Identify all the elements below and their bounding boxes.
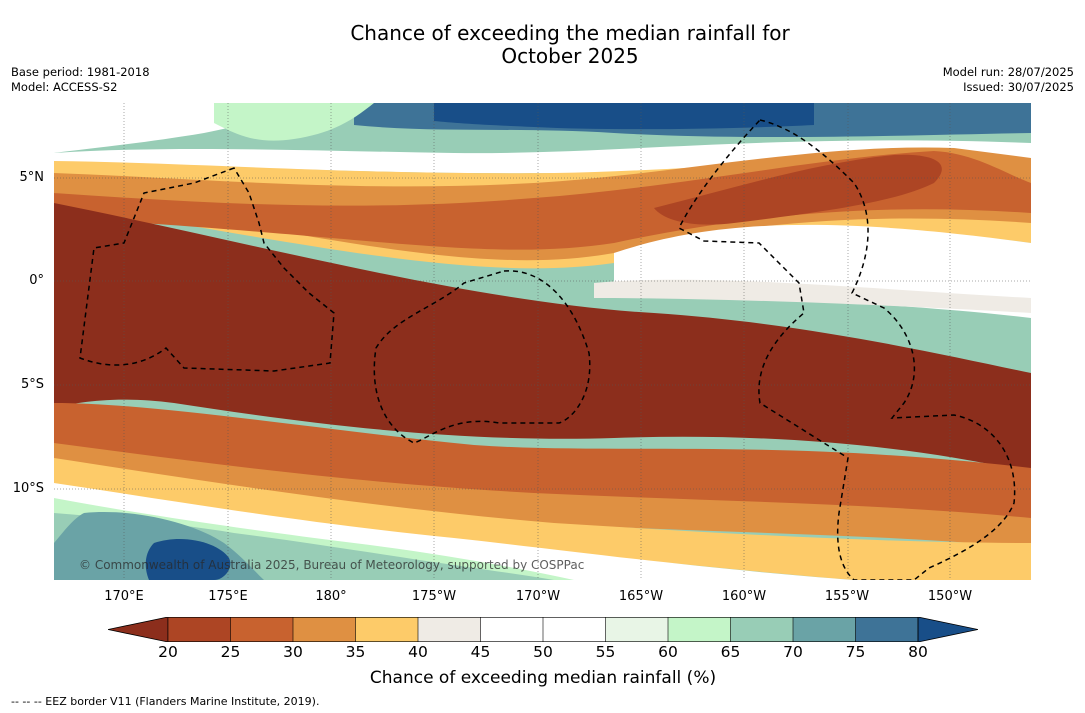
lon-label-170w: 170°W [515, 589, 561, 604]
lon-label-160w: 160°W [721, 589, 767, 604]
colorbar-tick-65: 65 [720, 643, 741, 661]
lon-label-155w: 155°W [824, 589, 870, 604]
lat-label-0: 0° [29, 273, 44, 288]
band-south-darkblue [145, 538, 231, 580]
issued-date: Issued: 30/07/2025 [963, 80, 1074, 94]
lon-label-180: 180° [315, 589, 347, 604]
lat-label-10s: 10°S [12, 481, 44, 496]
eez-borders [79, 119, 1016, 580]
metadata-left: Base period: 1981-2018 Model: ACCESS-S2 [11, 65, 150, 95]
band-south-orange [54, 443, 1031, 548]
colorbar-seg-30-35 [293, 617, 356, 642]
colorbar-tick-80: 80 [908, 643, 928, 661]
lon-label-175w: 175°W [411, 589, 457, 604]
colorbar-seg-60-65 [668, 617, 731, 642]
colorbar-seg-25-30 [230, 617, 293, 642]
colorbar-seg-45-50 [480, 617, 543, 642]
colorbar-seg-35-40 [355, 617, 418, 642]
colorbar-tick-25: 25 [220, 643, 241, 661]
base-period: Base period: 1981-2018 [11, 65, 150, 79]
colorbar-seg-65-70 [730, 617, 793, 642]
metadata-right: Model run: 28/07/2025 Issued: 30/07/2025 [943, 65, 1074, 95]
lat-label-5n: 5°N [19, 170, 45, 185]
eez-footnote: -- -- -- EEZ border V11 (Flanders Marine… [11, 695, 320, 708]
colorbar-tick-20: 20 [158, 643, 178, 661]
colorbar-seg-55-60 [605, 617, 668, 642]
model-name: Model: ACCESS-S2 [11, 80, 118, 94]
band-south-yellow [54, 458, 1031, 580]
copyright-notice: © Commonwealth of Australia 2025, Bureau… [79, 558, 585, 572]
colorbar-seg-70-75 [793, 617, 856, 642]
colorbar-tick-45: 45 [470, 643, 491, 661]
colorbar-tick-35: 35 [345, 643, 366, 661]
colorbar-dividers [167, 617, 919, 642]
band-main-red [54, 203, 1031, 473]
colorbar-label: Chance of exceeding median rainfall (%) [369, 668, 717, 688]
colorbar-tick-75: 75 [845, 643, 866, 661]
title-line-2: October 2025 [501, 44, 639, 68]
grid-lines [54, 103, 1031, 580]
band-equator-beige [594, 279, 1031, 313]
colorbar-low-extend [108, 617, 169, 642]
lon-label-150w: 150°W [927, 589, 973, 604]
band-north-lightgreen [214, 103, 374, 141]
colorbar-tick-55: 55 [595, 643, 616, 661]
model-run: Model run: 28/07/2025 [942, 65, 1074, 79]
colorbar-high-extend [917, 617, 978, 642]
lon-label-175e: 175°E [208, 589, 248, 604]
band-north-darkblue [434, 103, 814, 130]
title-line-1: Chance of exceeding the median rainfall … [350, 21, 790, 45]
rainfall-map [54, 103, 1031, 580]
colorbar-seg-40-45 [418, 617, 481, 642]
colorbar-tick-60: 60 [658, 643, 678, 661]
lat-label-5s: 5°S [20, 377, 44, 392]
lon-label-165w: 165°W [618, 589, 664, 604]
lon-label-170e: 170°E [104, 589, 144, 604]
colorbar-seg-20-25 [168, 617, 231, 642]
band-south-redorange [54, 403, 1031, 523]
colorbar-tick-40: 40 [408, 643, 428, 661]
colorbar-tick-70: 70 [783, 643, 803, 661]
map-title: Chance of exceeding the median rainfall … [0, 22, 1085, 68]
colorbar-tick-50: 50 [533, 643, 553, 661]
colorbar-seg-75-80 [855, 617, 918, 642]
colorbar [108, 617, 978, 642]
colorbar-seg-50-55 [543, 617, 606, 642]
map-canvas [54, 103, 1031, 580]
colorbar-tick-30: 30 [283, 643, 303, 661]
band-north-red [654, 154, 942, 225]
